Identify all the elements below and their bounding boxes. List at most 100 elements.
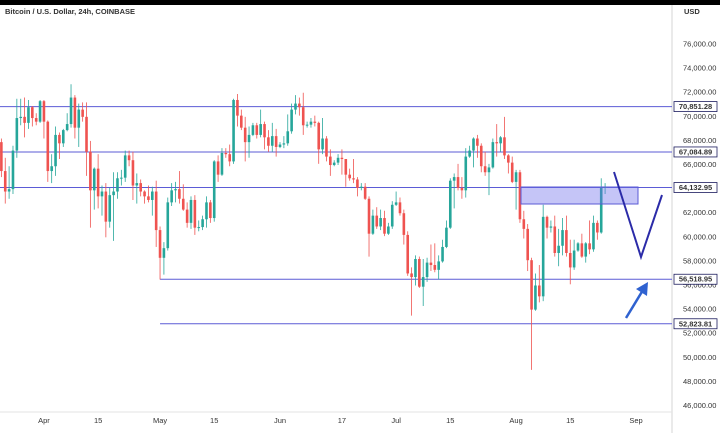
candle-body bbox=[50, 166, 53, 172]
candle-body bbox=[166, 202, 170, 249]
candle-body bbox=[170, 190, 173, 203]
candle-body bbox=[379, 218, 382, 227]
candle-body bbox=[23, 116, 26, 123]
candle-body bbox=[197, 227, 201, 229]
x-tick-label: Sep bbox=[629, 416, 642, 425]
candle-body bbox=[31, 107, 34, 119]
candle-body bbox=[108, 195, 112, 222]
plot-area bbox=[0, 84, 672, 370]
candle-body bbox=[344, 159, 348, 175]
y-tick-label: 66,000.00 bbox=[683, 160, 716, 169]
arrow-head bbox=[636, 282, 648, 296]
y-tick-label: 70,000.00 bbox=[683, 112, 716, 121]
candle-body bbox=[298, 103, 301, 108]
y-tick-label: 68,000.00 bbox=[683, 136, 716, 145]
candle-body bbox=[329, 156, 332, 166]
candle-body bbox=[240, 115, 243, 128]
candle-body bbox=[522, 219, 526, 229]
y-tick-label: 52,000.00 bbox=[683, 329, 716, 338]
level-label-box bbox=[673, 318, 718, 330]
candle-body bbox=[42, 101, 46, 122]
candle-body bbox=[325, 138, 328, 157]
candle-body bbox=[286, 131, 290, 144]
candle-body bbox=[38, 101, 42, 122]
candle-body bbox=[390, 204, 394, 227]
y-tick-label: 56,000.00 bbox=[683, 280, 716, 289]
candle-body bbox=[263, 124, 266, 138]
candle-body bbox=[418, 258, 421, 287]
x-tick-label: Jun bbox=[274, 416, 286, 425]
candle-body bbox=[89, 151, 92, 191]
candle-body bbox=[100, 191, 104, 197]
candle-body bbox=[290, 109, 293, 132]
candle-body bbox=[96, 168, 100, 197]
level-label-box bbox=[673, 146, 718, 158]
candle-body bbox=[348, 174, 351, 179]
candle-body bbox=[212, 161, 216, 219]
candle-body bbox=[549, 226, 553, 228]
x-tick-label: Jul bbox=[391, 416, 401, 425]
candle-body bbox=[34, 118, 38, 122]
candle-body bbox=[282, 143, 286, 145]
candle-body bbox=[592, 222, 595, 250]
candle-body bbox=[479, 145, 483, 167]
candle-body bbox=[151, 191, 154, 200]
drawings bbox=[520, 171, 663, 319]
candle-body bbox=[541, 216, 545, 297]
candle-body bbox=[220, 152, 224, 175]
y-tick-label: 54,000.00 bbox=[683, 305, 716, 314]
candle-body bbox=[596, 222, 599, 233]
candle-body bbox=[243, 127, 247, 143]
candle-body bbox=[491, 142, 495, 168]
candle-body bbox=[69, 97, 73, 125]
candle-body bbox=[174, 189, 177, 191]
candle-body bbox=[588, 243, 591, 250]
candle-body bbox=[267, 137, 270, 146]
candle-body bbox=[135, 183, 139, 186]
y-tick-label: 48,000.00 bbox=[683, 377, 716, 386]
projection-v bbox=[613, 171, 663, 261]
candle-body bbox=[518, 172, 522, 220]
candle-body bbox=[437, 261, 440, 270]
candle-body bbox=[460, 187, 464, 191]
candle-body bbox=[530, 260, 533, 310]
candle-body bbox=[247, 134, 251, 143]
level-label: 52,823.81 bbox=[679, 319, 712, 328]
candle-body bbox=[294, 103, 297, 110]
candle-body bbox=[0, 142, 3, 172]
x-tick-label: Aug bbox=[509, 416, 522, 425]
top-bar bbox=[0, 0, 720, 5]
candle-body bbox=[526, 228, 529, 261]
candle-body bbox=[317, 122, 321, 150]
supply-zone bbox=[520, 186, 639, 205]
x-tick-label: Apr bbox=[38, 416, 50, 425]
candle-body bbox=[425, 262, 429, 278]
candle-body bbox=[236, 99, 239, 116]
candle-body bbox=[46, 121, 50, 172]
x-tick-label: 15 bbox=[94, 416, 102, 425]
candle-body bbox=[495, 142, 499, 144]
candle-body bbox=[259, 124, 262, 135]
candle-body bbox=[205, 202, 208, 220]
candle-body bbox=[398, 202, 402, 214]
candle-body bbox=[123, 155, 127, 178]
candle-body bbox=[104, 191, 108, 222]
candle-body bbox=[557, 245, 560, 253]
candle-body bbox=[278, 144, 282, 147]
candle-body bbox=[143, 191, 146, 197]
candle-body bbox=[189, 199, 193, 223]
candle-body bbox=[201, 219, 204, 228]
candle-body bbox=[452, 177, 456, 181]
candle-body bbox=[19, 116, 23, 119]
y-tick-label: 46,000.00 bbox=[683, 401, 716, 410]
x-tick-label: 15 bbox=[210, 416, 218, 425]
candle-body bbox=[270, 136, 274, 146]
candle-body bbox=[332, 162, 336, 166]
candle-body bbox=[120, 177, 123, 179]
candle-body bbox=[116, 178, 119, 192]
candle-body bbox=[584, 243, 588, 257]
candle-body bbox=[568, 252, 572, 268]
x-tick-label: 17 bbox=[338, 416, 346, 425]
level-label: 56,518.95 bbox=[679, 275, 712, 284]
